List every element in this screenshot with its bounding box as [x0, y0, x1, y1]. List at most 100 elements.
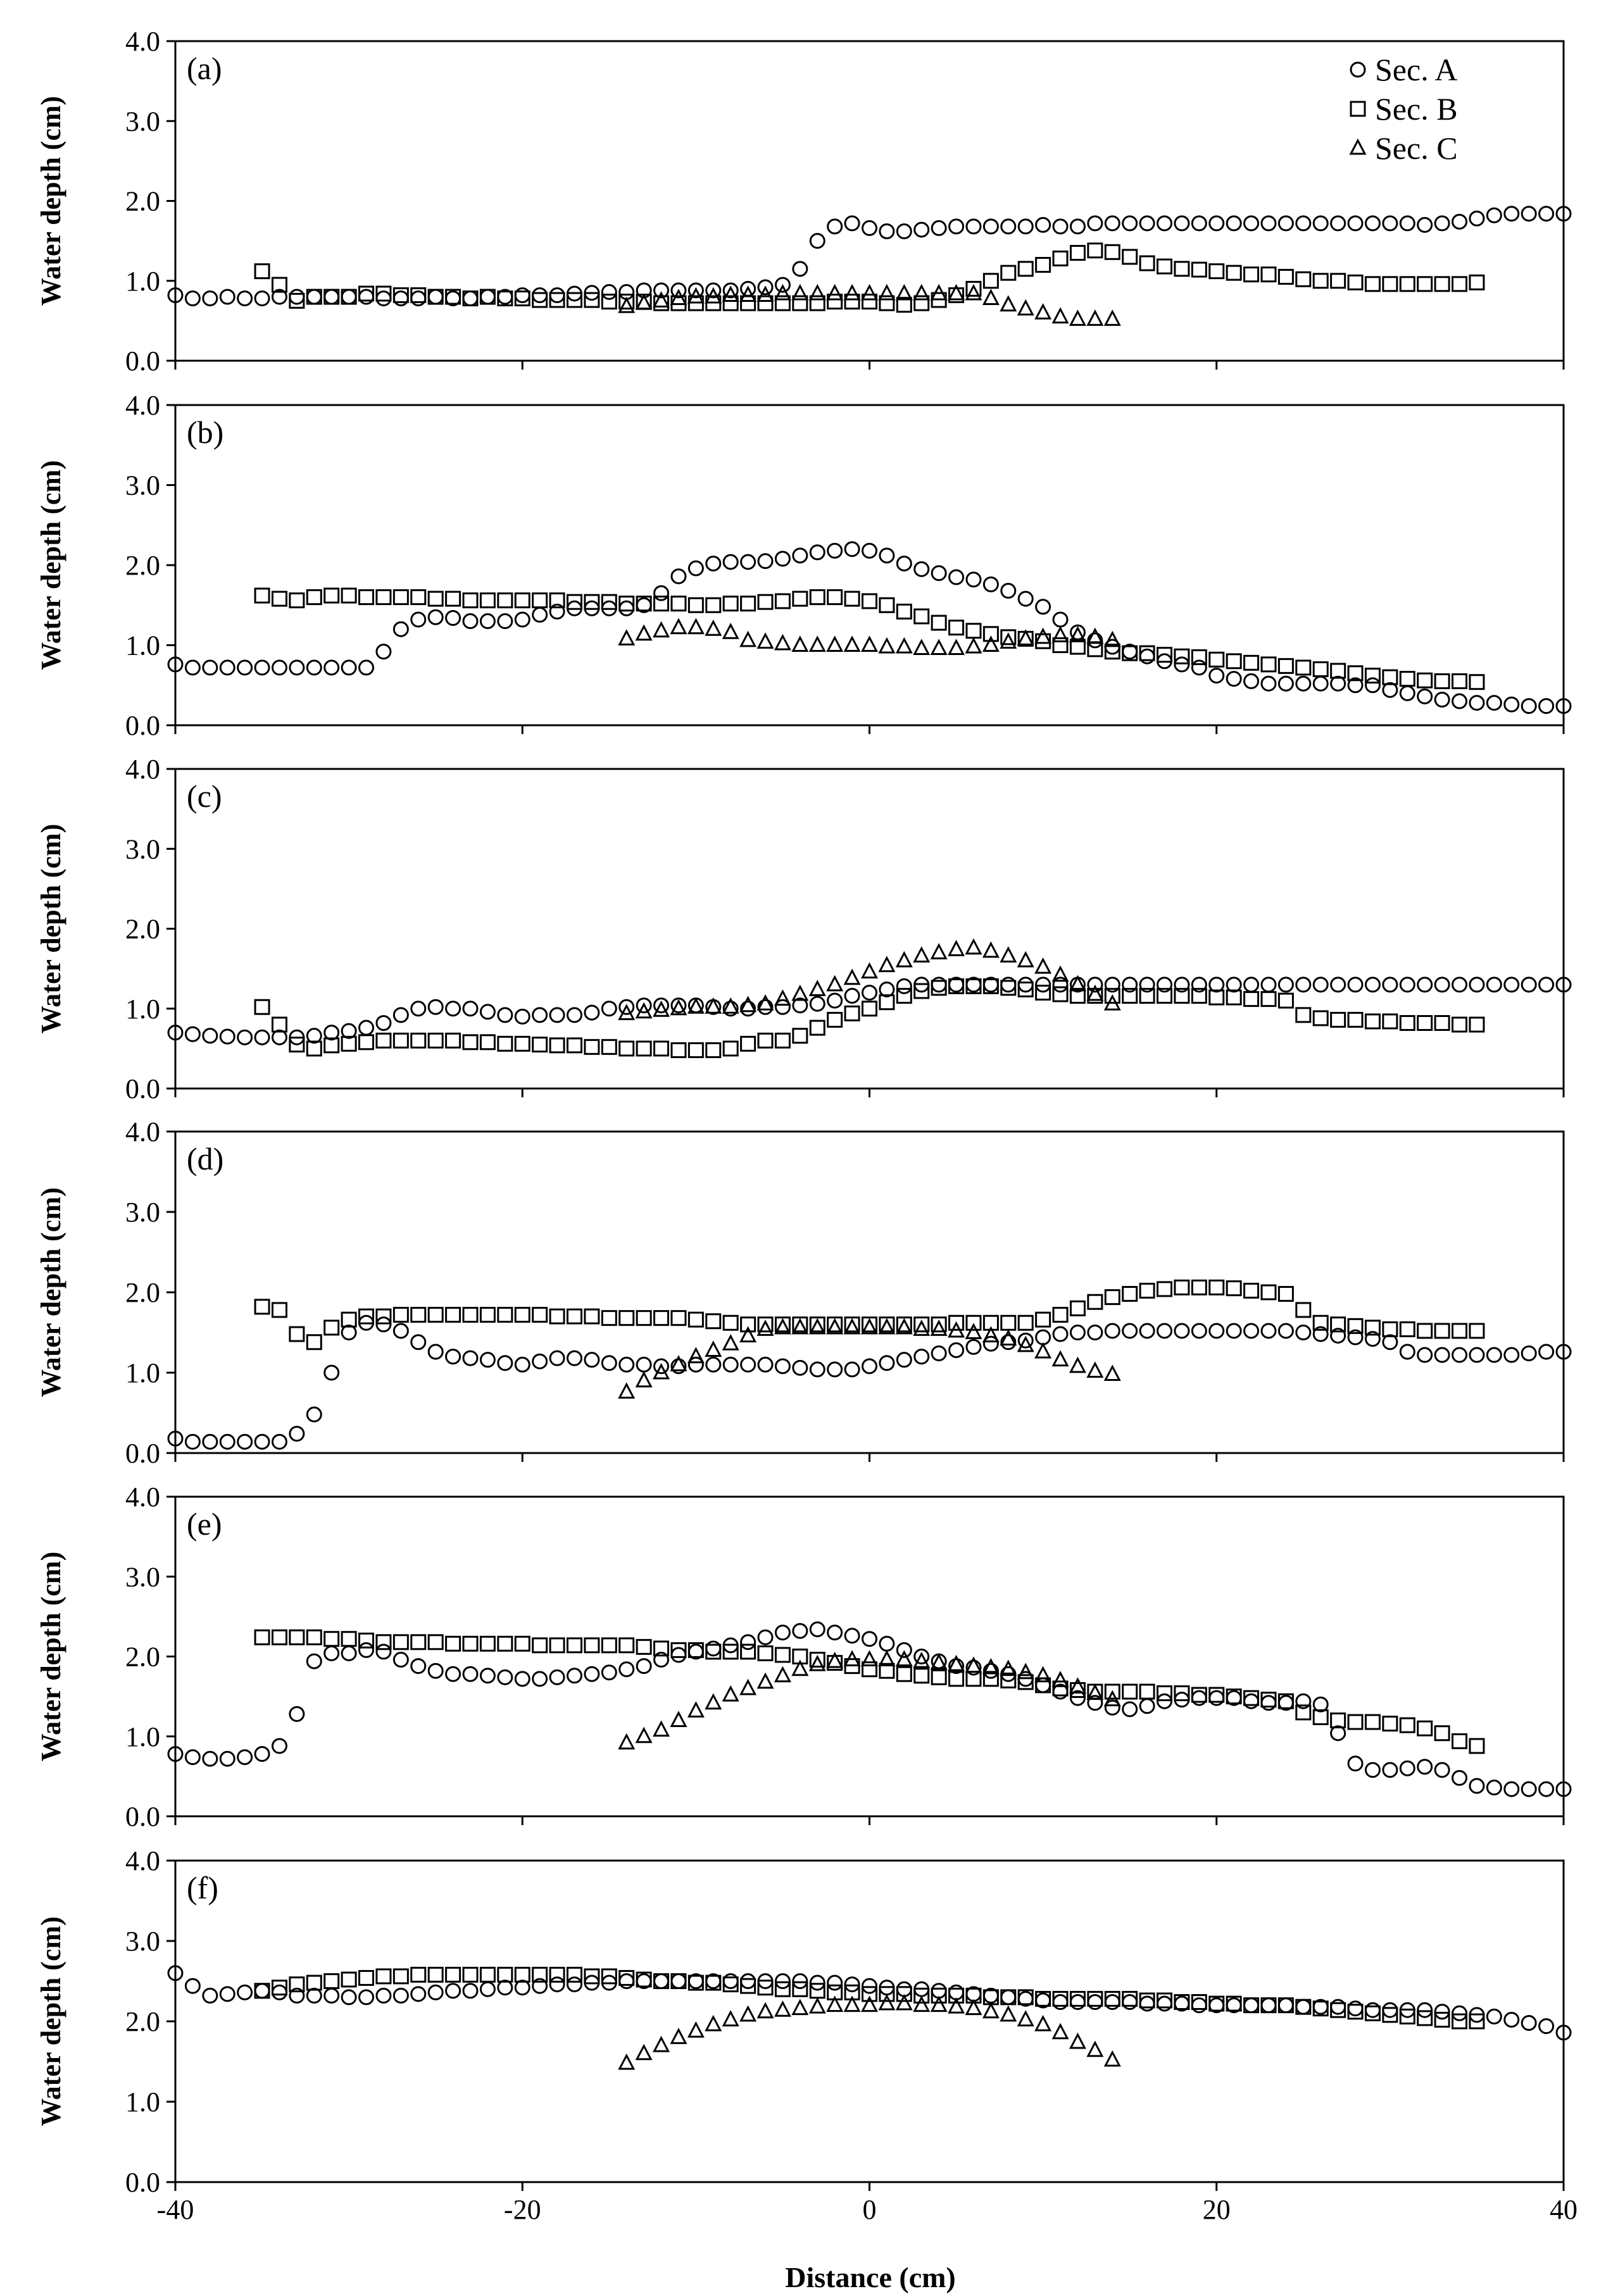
data-point-square — [913, 1987, 930, 2004]
data-point-triangle — [1051, 626, 1069, 642]
data-point-triangle — [861, 1318, 878, 1335]
data-point-circle — [532, 1978, 548, 1994]
data-point-circle — [1417, 1759, 1433, 1775]
x-tick-label: -40 — [157, 2194, 194, 2225]
data-point-circle — [289, 1426, 305, 1442]
x-tick-label: 20 — [1203, 2194, 1231, 2225]
data-point-square — [1139, 645, 1155, 661]
data-point-circle — [948, 1658, 965, 1675]
data-point-triangle — [705, 287, 722, 304]
series-sec-c — [618, 618, 1121, 656]
data-point-triangle — [1086, 984, 1104, 1001]
data-point-circle — [462, 613, 479, 630]
data-point-square — [1243, 991, 1260, 1008]
panel-label: (c) — [187, 778, 222, 814]
data-point-square — [445, 1966, 461, 1983]
data-point-square — [445, 1635, 461, 1652]
y-axis-label: Water depth (cm) — [35, 1552, 66, 1762]
data-point-circle — [219, 1433, 235, 1450]
panel-b: 0.0 1.0 2.0 3.0 4.0 Water depth (cm) (b) — [35, 390, 1572, 741]
data-point-circle — [982, 218, 999, 235]
data-point-triangle — [653, 2035, 670, 2052]
data-point-circle — [237, 1984, 253, 2000]
y-tick-label: 0.0 — [125, 710, 160, 741]
data-point-square — [722, 596, 739, 612]
data-point-square — [1157, 1685, 1173, 1702]
data-point-circle — [1434, 2004, 1450, 2020]
data-point-circle — [601, 1664, 617, 1681]
data-point-triangle — [739, 1326, 757, 1343]
data-point-square — [462, 592, 479, 609]
data-point-circle — [323, 659, 340, 676]
data-point-triangle — [895, 637, 913, 654]
data-point-circle — [1208, 976, 1225, 993]
data-point-square — [566, 292, 582, 308]
y-tick-label: 1.0 — [125, 266, 160, 297]
data-point-circle — [601, 1355, 617, 1371]
y-tick-label: 2.0 — [125, 1642, 160, 1673]
data-point-square — [271, 1980, 287, 1996]
data-point-square — [1208, 651, 1225, 668]
data-point-circle — [237, 290, 253, 307]
data-point-triangle — [791, 635, 809, 652]
data-point-square — [271, 1629, 287, 1645]
data-point-square — [375, 285, 392, 302]
y-tick-label: 2.0 — [125, 550, 160, 581]
y-tick-label: 1.0 — [125, 994, 160, 1025]
data-point-triangle — [843, 1650, 861, 1667]
data-point-square — [584, 1039, 600, 1055]
data-point-square — [1174, 1685, 1190, 1702]
data-point-square — [1087, 1294, 1103, 1310]
data-point-square — [1295, 1999, 1312, 2015]
data-point-square — [532, 1037, 548, 1053]
data-point-square — [323, 289, 340, 305]
data-point-square — [1417, 276, 1433, 292]
data-point-square — [1191, 261, 1207, 278]
data-point-square — [636, 1310, 652, 1326]
data-point-square — [896, 297, 912, 313]
data-point-circle — [653, 1358, 670, 1375]
data-point-circle — [1434, 692, 1450, 708]
data-point-square — [618, 1310, 635, 1326]
data-point-circle — [1104, 976, 1120, 993]
data-point-circle — [792, 997, 808, 1014]
data-point-square — [1469, 2013, 1485, 2030]
y-tick-label: 1.0 — [125, 1721, 160, 1752]
data-point-square — [1347, 274, 1364, 290]
data-point-circle — [862, 985, 877, 1001]
data-point-triangle — [878, 956, 896, 973]
data-point-triangle — [895, 1650, 913, 1667]
data-point-circle — [532, 1353, 548, 1369]
data-point-triangle — [756, 632, 774, 649]
series-sec-a — [167, 541, 1572, 714]
data-point-square — [306, 1975, 322, 1991]
x-tick-label: -20 — [504, 2194, 541, 2225]
data-point-circle — [1469, 1778, 1485, 1794]
data-point-square — [1000, 1989, 1017, 2006]
data-point-triangle — [791, 1999, 809, 2016]
data-point-triangle — [913, 1995, 931, 2012]
data-point-triangle — [895, 284, 913, 301]
data-point-triangle — [756, 1320, 774, 1336]
data-point-square — [687, 1042, 704, 1058]
data-point-circle — [1017, 590, 1034, 607]
data-point-square — [722, 1040, 739, 1057]
data-point-square — [1417, 2010, 1433, 2026]
data-point-square — [1157, 647, 1173, 663]
data-point-square — [913, 983, 930, 999]
data-point-square — [827, 1316, 843, 1333]
data-point-circle — [1347, 1756, 1364, 1772]
data-point-circle — [410, 1986, 427, 2002]
data-point-square — [1226, 1688, 1242, 1705]
series-sec-b — [254, 587, 1485, 690]
data-point-square — [1104, 1683, 1120, 1700]
data-point-square — [427, 1307, 444, 1323]
data-point-square — [1469, 1738, 1485, 1754]
data-point-triangle — [861, 962, 878, 979]
y-tick-label: 3.0 — [125, 1926, 160, 1957]
data-point-square — [392, 287, 409, 303]
data-point-square — [584, 292, 600, 308]
data-point-triangle — [670, 618, 687, 635]
legend-marker-circle — [1350, 61, 1366, 78]
data-point-circle — [757, 1356, 774, 1373]
